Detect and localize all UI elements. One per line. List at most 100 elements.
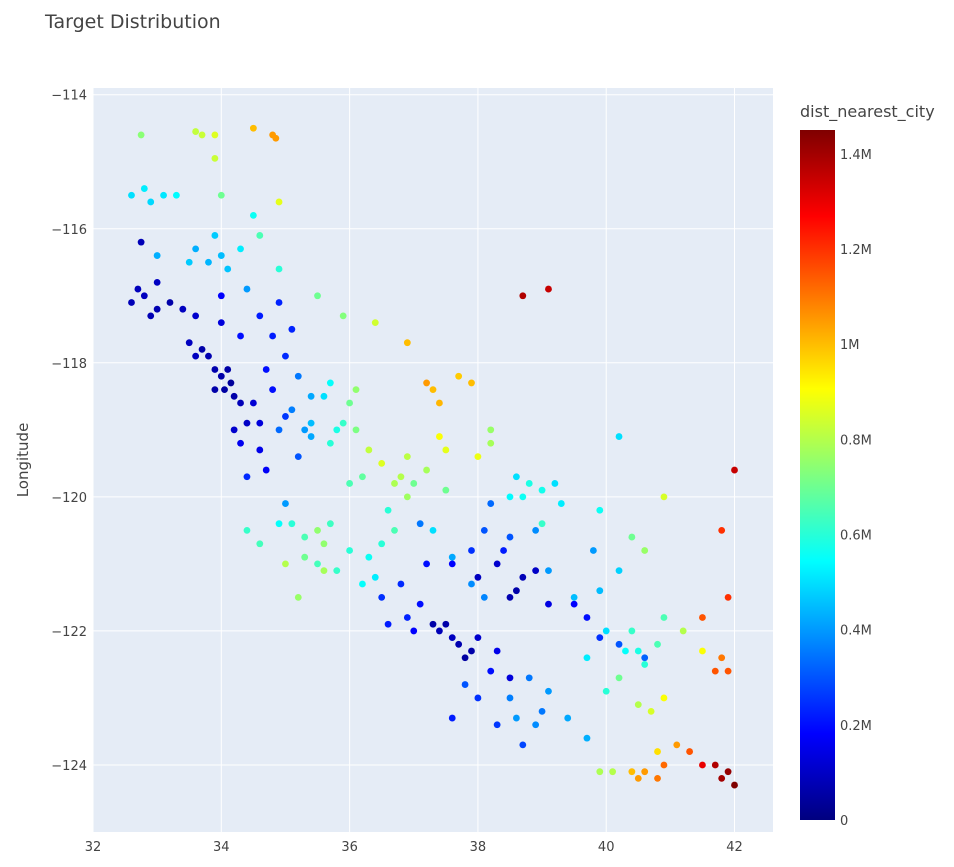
data-point (487, 426, 495, 434)
data-point (256, 232, 264, 239)
data-point (647, 707, 655, 715)
data-point (461, 681, 469, 688)
data-point (442, 620, 450, 628)
data-point (416, 520, 424, 528)
data-point (468, 647, 475, 655)
colorbar-ticks: 0 0.2M 0.4M 0.6M 0.8M 1M 1.2M 1.4M (840, 148, 872, 829)
plot-area (93, 88, 773, 832)
data-point (256, 446, 264, 454)
y-tick-label: −116 (51, 223, 87, 238)
data-point (294, 453, 302, 461)
data-point (596, 506, 604, 514)
data-point (699, 614, 706, 621)
data-point (307, 392, 315, 400)
data-point (583, 654, 591, 662)
data-point (314, 526, 321, 534)
data-point (660, 493, 668, 501)
y-tick-label: −114 (51, 89, 87, 104)
data-point (532, 526, 540, 534)
data-point (391, 480, 398, 487)
data-point (192, 352, 200, 360)
data-point (198, 346, 206, 353)
data-point (256, 540, 264, 548)
data-point (365, 553, 373, 561)
data-point (237, 439, 244, 447)
data-point (660, 761, 668, 769)
data-point (288, 406, 296, 414)
data-point (673, 741, 681, 749)
y-tick-label: −124 (51, 759, 87, 774)
data-point (282, 352, 289, 360)
data-point (596, 587, 604, 595)
data-point (326, 520, 334, 528)
data-point (282, 560, 289, 568)
data-point (397, 580, 405, 588)
data-point (371, 319, 379, 326)
data-point (455, 640, 463, 648)
data-point (403, 339, 411, 347)
data-point (634, 701, 642, 709)
data-point (371, 573, 379, 581)
data-point (275, 426, 283, 434)
data-point (217, 191, 225, 199)
colorbar-tick-label: 1.4M (840, 148, 872, 163)
data-point (468, 547, 475, 554)
data-point (660, 694, 668, 702)
data-point (384, 620, 392, 628)
data-point (493, 721, 501, 729)
data-point (262, 466, 270, 474)
y-tick-label: −122 (51, 625, 87, 640)
data-point (128, 299, 135, 306)
data-point (686, 748, 694, 755)
data-point (307, 433, 315, 440)
grid-lines (92, 88, 773, 832)
data-point (615, 433, 623, 440)
data-point (205, 352, 212, 360)
data-point (718, 774, 726, 782)
data-point (237, 332, 244, 340)
data-point (243, 419, 251, 427)
data-point (545, 600, 552, 608)
data-point (272, 134, 280, 142)
data-point (538, 707, 546, 715)
colorbar-title: dist_nearest_city (800, 102, 935, 122)
data-point (243, 526, 251, 534)
data-point (378, 459, 386, 467)
data-point (410, 627, 418, 635)
data-point (699, 647, 706, 655)
data-point (641, 661, 649, 668)
data-point (551, 480, 559, 487)
data-point (519, 493, 527, 501)
data-point (230, 426, 238, 434)
data-point (237, 399, 244, 407)
data-point (346, 399, 354, 407)
data-point (731, 781, 738, 789)
data-point (269, 332, 277, 340)
data-point (442, 486, 450, 494)
data-point (384, 506, 392, 514)
data-point (224, 366, 232, 373)
data-point (166, 299, 174, 306)
data-point (423, 379, 430, 387)
data-point (506, 594, 514, 601)
data-point (436, 399, 443, 407)
data-point (153, 252, 161, 259)
data-point (403, 493, 411, 501)
data-point (217, 372, 225, 380)
data-point (583, 614, 591, 621)
data-point (532, 567, 540, 574)
data-point (224, 265, 232, 273)
data-point (403, 614, 411, 621)
data-point (172, 191, 180, 199)
data-point (140, 185, 148, 192)
data-point (339, 312, 347, 320)
data-point (249, 124, 257, 132)
data-point (211, 232, 219, 239)
data-point (429, 620, 437, 628)
data-point (137, 131, 145, 139)
data-point (718, 526, 726, 534)
data-point (660, 614, 668, 621)
data-point (269, 386, 277, 394)
data-point (512, 587, 520, 595)
data-point (724, 768, 732, 776)
